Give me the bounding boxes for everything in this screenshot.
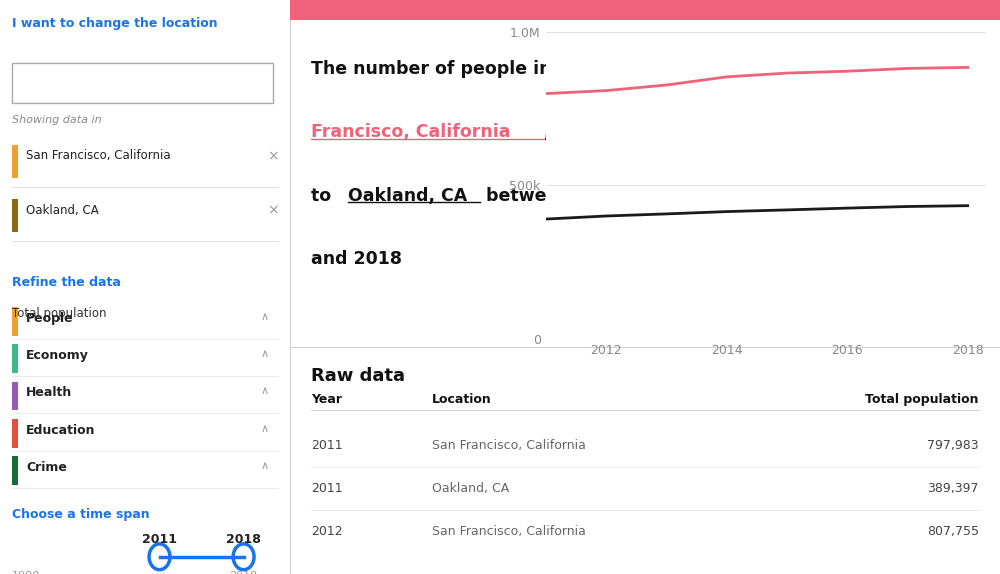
Text: ×: ×	[267, 204, 278, 218]
Text: Economy: Economy	[26, 349, 89, 362]
Bar	[12, 456, 18, 485]
Text: People: People	[26, 312, 74, 325]
Text: Location: Location	[432, 393, 492, 406]
Text: between 2011: between 2011	[480, 187, 625, 204]
Text: San Francisco, California: San Francisco, California	[432, 525, 586, 538]
Text: Francisco, California: Francisco, California	[311, 123, 511, 141]
Text: Oakland, CA: Oakland, CA	[348, 187, 467, 204]
Text: ∧: ∧	[261, 386, 269, 396]
FancyBboxPatch shape	[12, 63, 273, 103]
Text: 2018: 2018	[226, 533, 261, 546]
Text: Raw data: Raw data	[311, 367, 405, 385]
Text: Crime: Crime	[26, 461, 67, 474]
Text: ∧: ∧	[261, 312, 269, 321]
Text: Health: Health	[26, 386, 72, 400]
Bar	[12, 199, 18, 232]
Text: The number of people in: The number of people in	[311, 60, 558, 78]
Text: Showing data in: Showing data in	[12, 115, 101, 125]
Text: 1990: 1990	[12, 571, 40, 574]
Text: 2018: 2018	[229, 571, 258, 574]
Text: 807,755: 807,755	[927, 525, 979, 538]
Bar	[12, 344, 18, 373]
Text: 2011: 2011	[311, 482, 343, 495]
Text: Oakland, CA: Oakland, CA	[26, 204, 99, 217]
Bar	[12, 382, 18, 410]
Text: ×: ×	[267, 149, 278, 163]
Text: Total population: Total population	[12, 307, 106, 320]
Text: Choose a time span: Choose a time span	[12, 508, 149, 521]
Text: Refine the data: Refine the data	[12, 276, 120, 289]
Text: , compared: , compared	[544, 123, 654, 141]
Text: San Francisco, California: San Francisco, California	[432, 439, 586, 452]
Text: Oakland, CA: Oakland, CA	[432, 482, 509, 495]
Bar	[12, 145, 18, 178]
Text: and 2018: and 2018	[311, 250, 402, 267]
Bar	[290, 0, 1000, 20]
Text: ∧: ∧	[261, 349, 269, 359]
Text: 797,983: 797,983	[927, 439, 979, 452]
Text: 2011: 2011	[142, 533, 177, 546]
Text: Total population: Total population	[865, 393, 979, 406]
Text: ∧: ∧	[261, 424, 269, 433]
Text: ∧: ∧	[261, 461, 269, 471]
Bar	[12, 307, 18, 336]
Text: 2011: 2011	[311, 439, 343, 452]
Text: 2012: 2012	[311, 525, 343, 538]
Text: 389,397: 389,397	[927, 482, 979, 495]
Text: San Francisco, California: San Francisco, California	[26, 149, 171, 162]
Text: San: San	[649, 60, 686, 78]
Text: Education: Education	[26, 424, 96, 437]
Bar	[12, 419, 18, 448]
Text: Year: Year	[311, 393, 342, 406]
Text: I want to change the location: I want to change the location	[12, 17, 217, 30]
Text: to: to	[311, 187, 337, 204]
